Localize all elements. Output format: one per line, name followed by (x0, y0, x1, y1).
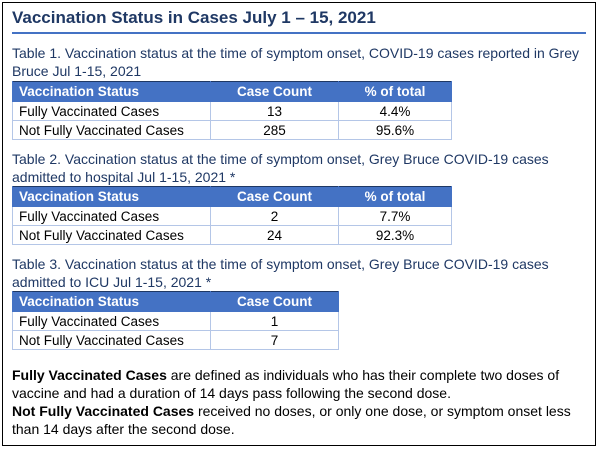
row-status: Not Fully Vaccinated Cases (12, 225, 211, 245)
table-header-row: Vaccination Status Case Count (12, 291, 339, 312)
table-header-row: Vaccination Status Case Count % of total (12, 81, 452, 102)
definition-text: received no doses, or only one dose, or … (12, 403, 571, 437)
row-case-count: 285 (210, 120, 339, 140)
table-row: Not Fully Vaccinated Cases 24 92.3% (12, 225, 452, 245)
page-title: Vaccination Status in Cases July 1 – 15,… (12, 8, 376, 27)
definition-term: Fully Vaccinated Cases (12, 367, 167, 383)
row-status: Not Fully Vaccinated Cases (12, 330, 211, 350)
definition-text: are defined as individuals who has their… (12, 367, 560, 401)
header-vaccination-status: Vaccination Status (12, 81, 211, 102)
table-3: Vaccination Status Case Count Fully Vacc… (12, 291, 339, 350)
row-status: Not Fully Vaccinated Cases (12, 120, 211, 140)
row-case-count: 2 (210, 206, 339, 226)
table-header-row: Vaccination Status Case Count % of total (12, 186, 452, 207)
header-case-count: Case Count (210, 186, 339, 207)
row-percent: 92.3% (338, 225, 452, 245)
row-case-count: 1 (210, 311, 339, 331)
definitions: Fully Vaccinated Cases are defined as in… (12, 366, 592, 438)
row-case-count: 7 (210, 330, 339, 350)
title-underline (12, 32, 586, 34)
definition-not-fully-vaccinated: Not Fully Vaccinated Cases received no d… (12, 402, 592, 438)
definition-fully-vaccinated: Fully Vaccinated Cases are defined as in… (12, 366, 592, 402)
header-vaccination-status: Vaccination Status (12, 186, 211, 207)
table-2-caption: Table 2. Vaccination status at the time … (12, 151, 549, 185)
row-case-count: 24 (210, 225, 339, 245)
table-1-caption: Table 1. Vaccination status at the time … (12, 45, 579, 79)
header-vaccination-status: Vaccination Status (12, 291, 211, 312)
table-row: Not Fully Vaccinated Cases 7 (12, 330, 339, 350)
table-row: Fully Vaccinated Cases 13 4.4% (12, 101, 452, 121)
table-2: Vaccination Status Case Count % of total… (12, 186, 452, 245)
row-status: Fully Vaccinated Cases (12, 206, 211, 226)
row-percent: 4.4% (338, 101, 452, 121)
header-percent-of-total: % of total (338, 186, 452, 207)
row-case-count: 13 (210, 101, 339, 121)
definition-term: Not Fully Vaccinated Cases (12, 403, 195, 419)
header-case-count: Case Count (210, 291, 339, 312)
table-1: Vaccination Status Case Count % of total… (12, 81, 452, 140)
table-row: Fully Vaccinated Cases 2 7.7% (12, 206, 452, 226)
row-percent: 7.7% (338, 206, 452, 226)
header-case-count: Case Count (210, 81, 339, 102)
table-3-caption: Table 3. Vaccination status at the time … (12, 256, 549, 290)
table-row: Fully Vaccinated Cases 1 (12, 311, 339, 331)
row-percent: 95.6% (338, 120, 452, 140)
row-status: Fully Vaccinated Cases (12, 311, 211, 331)
table-row: Not Fully Vaccinated Cases 285 95.6% (12, 120, 452, 140)
row-status: Fully Vaccinated Cases (12, 101, 211, 121)
document-frame (2, 2, 596, 446)
header-percent-of-total: % of total (338, 81, 452, 102)
